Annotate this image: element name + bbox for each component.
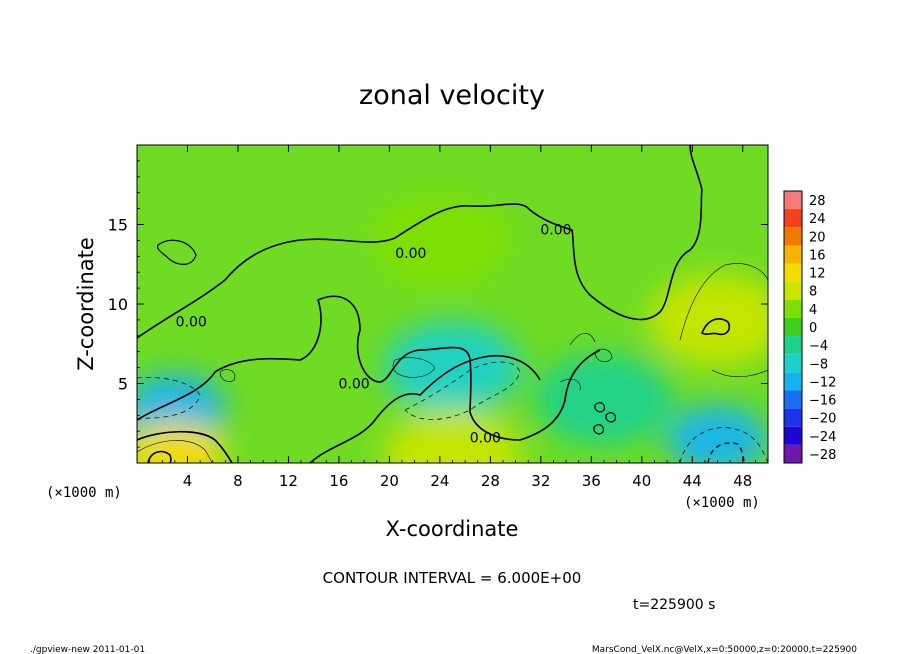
x-axis-label: X-coordinate	[386, 517, 519, 541]
contour-label: 0.00	[176, 314, 207, 330]
field-feature	[383, 321, 522, 414]
colorbar-swatch	[784, 336, 802, 355]
x-tick-label: 28	[481, 472, 500, 490]
colorbar-swatch	[784, 354, 802, 373]
x-tick-label: 20	[380, 472, 399, 490]
y-tick-label: 15	[108, 216, 128, 235]
dashed-contour	[404, 361, 521, 420]
colorbar-swatch	[784, 299, 802, 318]
y-axis-ticks: 5 10 15	[108, 160, 768, 448]
colorbar-label: 20	[809, 230, 826, 245]
colorbar-swatch	[784, 209, 802, 228]
colorbar-swatch	[784, 317, 802, 337]
zero-contour	[137, 430, 233, 463]
zero-contour	[137, 145, 703, 339]
footer-left: ./gpview-new 2011-01-01	[30, 645, 145, 654]
colorbar-swatch	[784, 281, 802, 300]
contour-labels: 0.00 0.00 0.00 0.00 0.00	[176, 222, 572, 446]
colorbar-swatch	[784, 245, 802, 264]
colorbar-label: −28	[809, 448, 836, 463]
y-tick-label: 5	[118, 375, 128, 394]
colorbar: 28 24 20 16 12 8 4 0 −4 −8 −12 −16 −20 −24 −28	[783, 190, 836, 464]
thin-contour	[137, 440, 213, 463]
y-tick-label: 10	[108, 295, 128, 314]
colorbar-swatch	[784, 372, 802, 391]
colorbar-frame	[783, 190, 803, 464]
colorbar-label: 16	[809, 248, 826, 263]
colorbar-label: 0	[809, 321, 817, 336]
field-feature	[534, 353, 673, 446]
dashed-contour	[707, 442, 745, 463]
field-feature	[370, 194, 509, 287]
colorbar-swatch	[784, 263, 802, 282]
x-tick-label: 32	[531, 472, 550, 490]
thin-contour	[569, 333, 596, 346]
colorbar-label: −8	[809, 357, 828, 372]
colorbar-swatch	[784, 426, 802, 445]
colorbar-label: 24	[809, 212, 826, 227]
colorbar-label: −12	[809, 375, 836, 390]
colorbar-swatch	[784, 227, 802, 246]
colorbar-label: 28	[809, 194, 826, 209]
time-label: t=225900 s	[633, 597, 715, 613]
zero-contour	[309, 354, 541, 463]
contour-label: 0.00	[338, 377, 369, 393]
colorbar-label: 8	[809, 285, 817, 300]
field-feature	[383, 409, 522, 463]
field-feature	[648, 273, 768, 366]
contour-lines	[137, 145, 768, 463]
colorbar-swatch	[784, 390, 802, 409]
contour-label: 0.00	[395, 246, 426, 262]
zero-contour	[593, 402, 616, 435]
plot-area: 0.00 0.00 0.00 0.00 0.00	[137, 145, 768, 463]
dashed-contour	[137, 377, 201, 421]
zero-contour	[137, 295, 601, 441]
thin-contour	[219, 369, 236, 382]
x-axis-ticks: 4 8 12 16 20 24 28 32 36 40 44 48	[149, 145, 756, 490]
x-tick-label: 44	[683, 472, 702, 490]
colorbar-label: 12	[809, 267, 826, 282]
colorbar-label: −4	[809, 339, 828, 354]
x-tick-label: 24	[430, 472, 449, 490]
colorbar-swatch	[784, 444, 802, 463]
thin-contour	[559, 378, 581, 391]
x-unit-right: (×1000 m)	[684, 495, 760, 511]
dashed-contour	[679, 427, 768, 463]
colorbar-label: 4	[809, 303, 817, 318]
chart-title: zonal velocity	[359, 80, 545, 111]
thin-contour	[679, 263, 768, 378]
x-tick-label: 36	[582, 472, 601, 490]
colorbar-swatch	[784, 191, 802, 210]
colorbar-label: −24	[809, 430, 836, 445]
field-feature	[666, 405, 768, 463]
colorbar-label: −16	[809, 394, 836, 409]
x-tick-label: 16	[329, 472, 348, 490]
x-tick-label: 4	[183, 472, 193, 490]
colorbar-swatch	[784, 408, 802, 427]
x-tick-label: 48	[733, 472, 752, 490]
zero-contour	[701, 318, 731, 336]
footer-right: MarsCond_VelX.nc@VelX,x=0:50000,z=0:2000…	[592, 645, 857, 654]
x-tick-label: 12	[279, 472, 298, 490]
y-axis-label: Z-coordinate	[74, 237, 98, 371]
zero-contour	[157, 239, 197, 265]
thin-contour	[392, 357, 436, 378]
contour-interval: CONTOUR INTERVAL = 6.000E+00	[323, 569, 582, 587]
field-feature	[137, 421, 226, 463]
colorbar-label: −20	[809, 412, 836, 427]
x-tick-label: 8	[233, 472, 243, 490]
x-unit-left: (×1000 m)	[46, 485, 122, 501]
contour-label: 0.00	[540, 222, 571, 238]
field-features	[137, 194, 768, 463]
contour-label: 0.00	[470, 431, 501, 447]
x-tick-label: 40	[632, 472, 651, 490]
thin-contour	[594, 348, 613, 363]
zero-contour	[147, 450, 172, 463]
